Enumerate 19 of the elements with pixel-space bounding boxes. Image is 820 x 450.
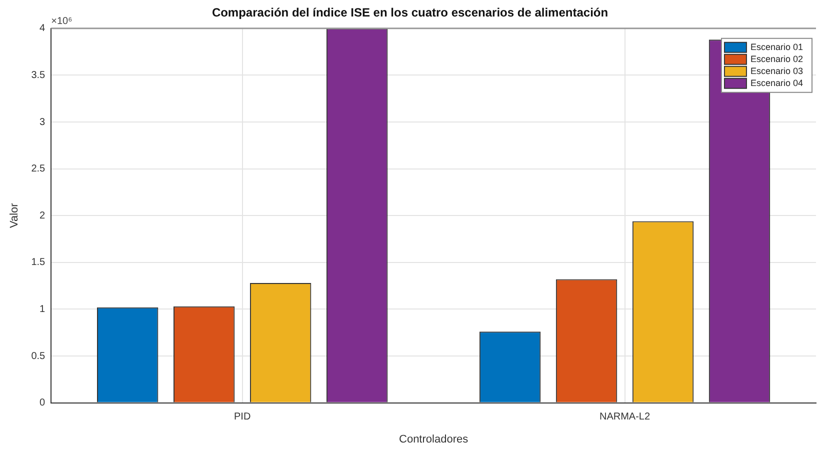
y-tick-label: 1.5: [31, 257, 46, 268]
legend-label: Escenario 03: [750, 66, 804, 76]
y-tick-label: 2.5: [31, 164, 46, 175]
chart-title: Comparación del índice ISE en los cuatro escenarios de alimentación: [212, 6, 608, 20]
y-tick-label: 0: [40, 398, 46, 409]
x-axis-title: Controladores: [399, 433, 469, 446]
legend-label: Escenario 02: [750, 54, 804, 64]
y-tick-label: 0.5: [31, 350, 46, 362]
y-tick-label: 2: [40, 210, 46, 222]
x-tick-label: PID: [234, 412, 251, 423]
y-tick-label: 3.5: [31, 70, 46, 81]
y-axis-title: Valor: [8, 202, 21, 228]
x-tick-label: NARMA-L2: [599, 412, 650, 423]
legend-label: Escenario 04: [750, 78, 804, 88]
legend-label: Escenario 01: [750, 42, 804, 52]
y-tick-label: 3: [40, 116, 46, 128]
y-tick-label: 1: [40, 304, 46, 315]
text: ×10⁶: [51, 16, 72, 28]
y-tick-label: 4: [40, 23, 46, 34]
